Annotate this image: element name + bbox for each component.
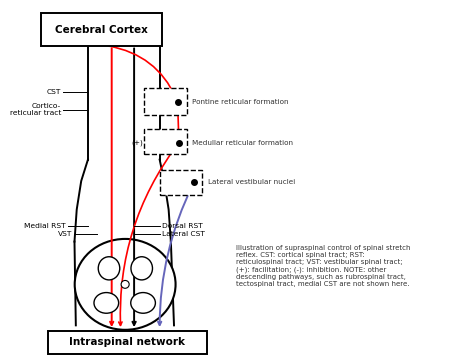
Text: Illustration of supraspinal control of spinal stretch
reflex. CST: cortical spin: Illustration of supraspinal control of s… xyxy=(236,245,410,287)
Text: Pontine reticular formation: Pontine reticular formation xyxy=(192,99,289,105)
Text: Lateral vestibular nuclei: Lateral vestibular nuclei xyxy=(208,179,295,185)
Text: (+): (+) xyxy=(115,330,127,336)
Text: Cortico-
reticular tract: Cortico- reticular tract xyxy=(9,103,61,116)
Text: CST: CST xyxy=(46,89,61,95)
Text: Medullar reticular formation: Medullar reticular formation xyxy=(192,139,293,146)
Ellipse shape xyxy=(75,239,175,330)
Text: Intraspinal network: Intraspinal network xyxy=(69,337,185,347)
Ellipse shape xyxy=(131,292,155,313)
Bar xyxy=(47,331,207,354)
Bar xyxy=(144,88,187,115)
Bar xyxy=(41,13,162,46)
Text: Dorsal RST: Dorsal RST xyxy=(162,223,203,228)
Bar xyxy=(144,129,187,154)
Text: Lateral CST: Lateral CST xyxy=(162,231,205,237)
Text: Cerebral Cortex: Cerebral Cortex xyxy=(55,25,148,34)
Ellipse shape xyxy=(94,292,118,313)
Ellipse shape xyxy=(98,257,120,280)
Ellipse shape xyxy=(131,257,153,280)
Text: (+): (+) xyxy=(106,330,118,336)
Text: Medial RST: Medial RST xyxy=(24,223,65,228)
Text: (+): (+) xyxy=(131,139,143,146)
Ellipse shape xyxy=(121,281,129,288)
Text: VST: VST xyxy=(58,231,72,237)
Text: (−): (−) xyxy=(154,330,165,336)
Bar xyxy=(160,169,202,194)
